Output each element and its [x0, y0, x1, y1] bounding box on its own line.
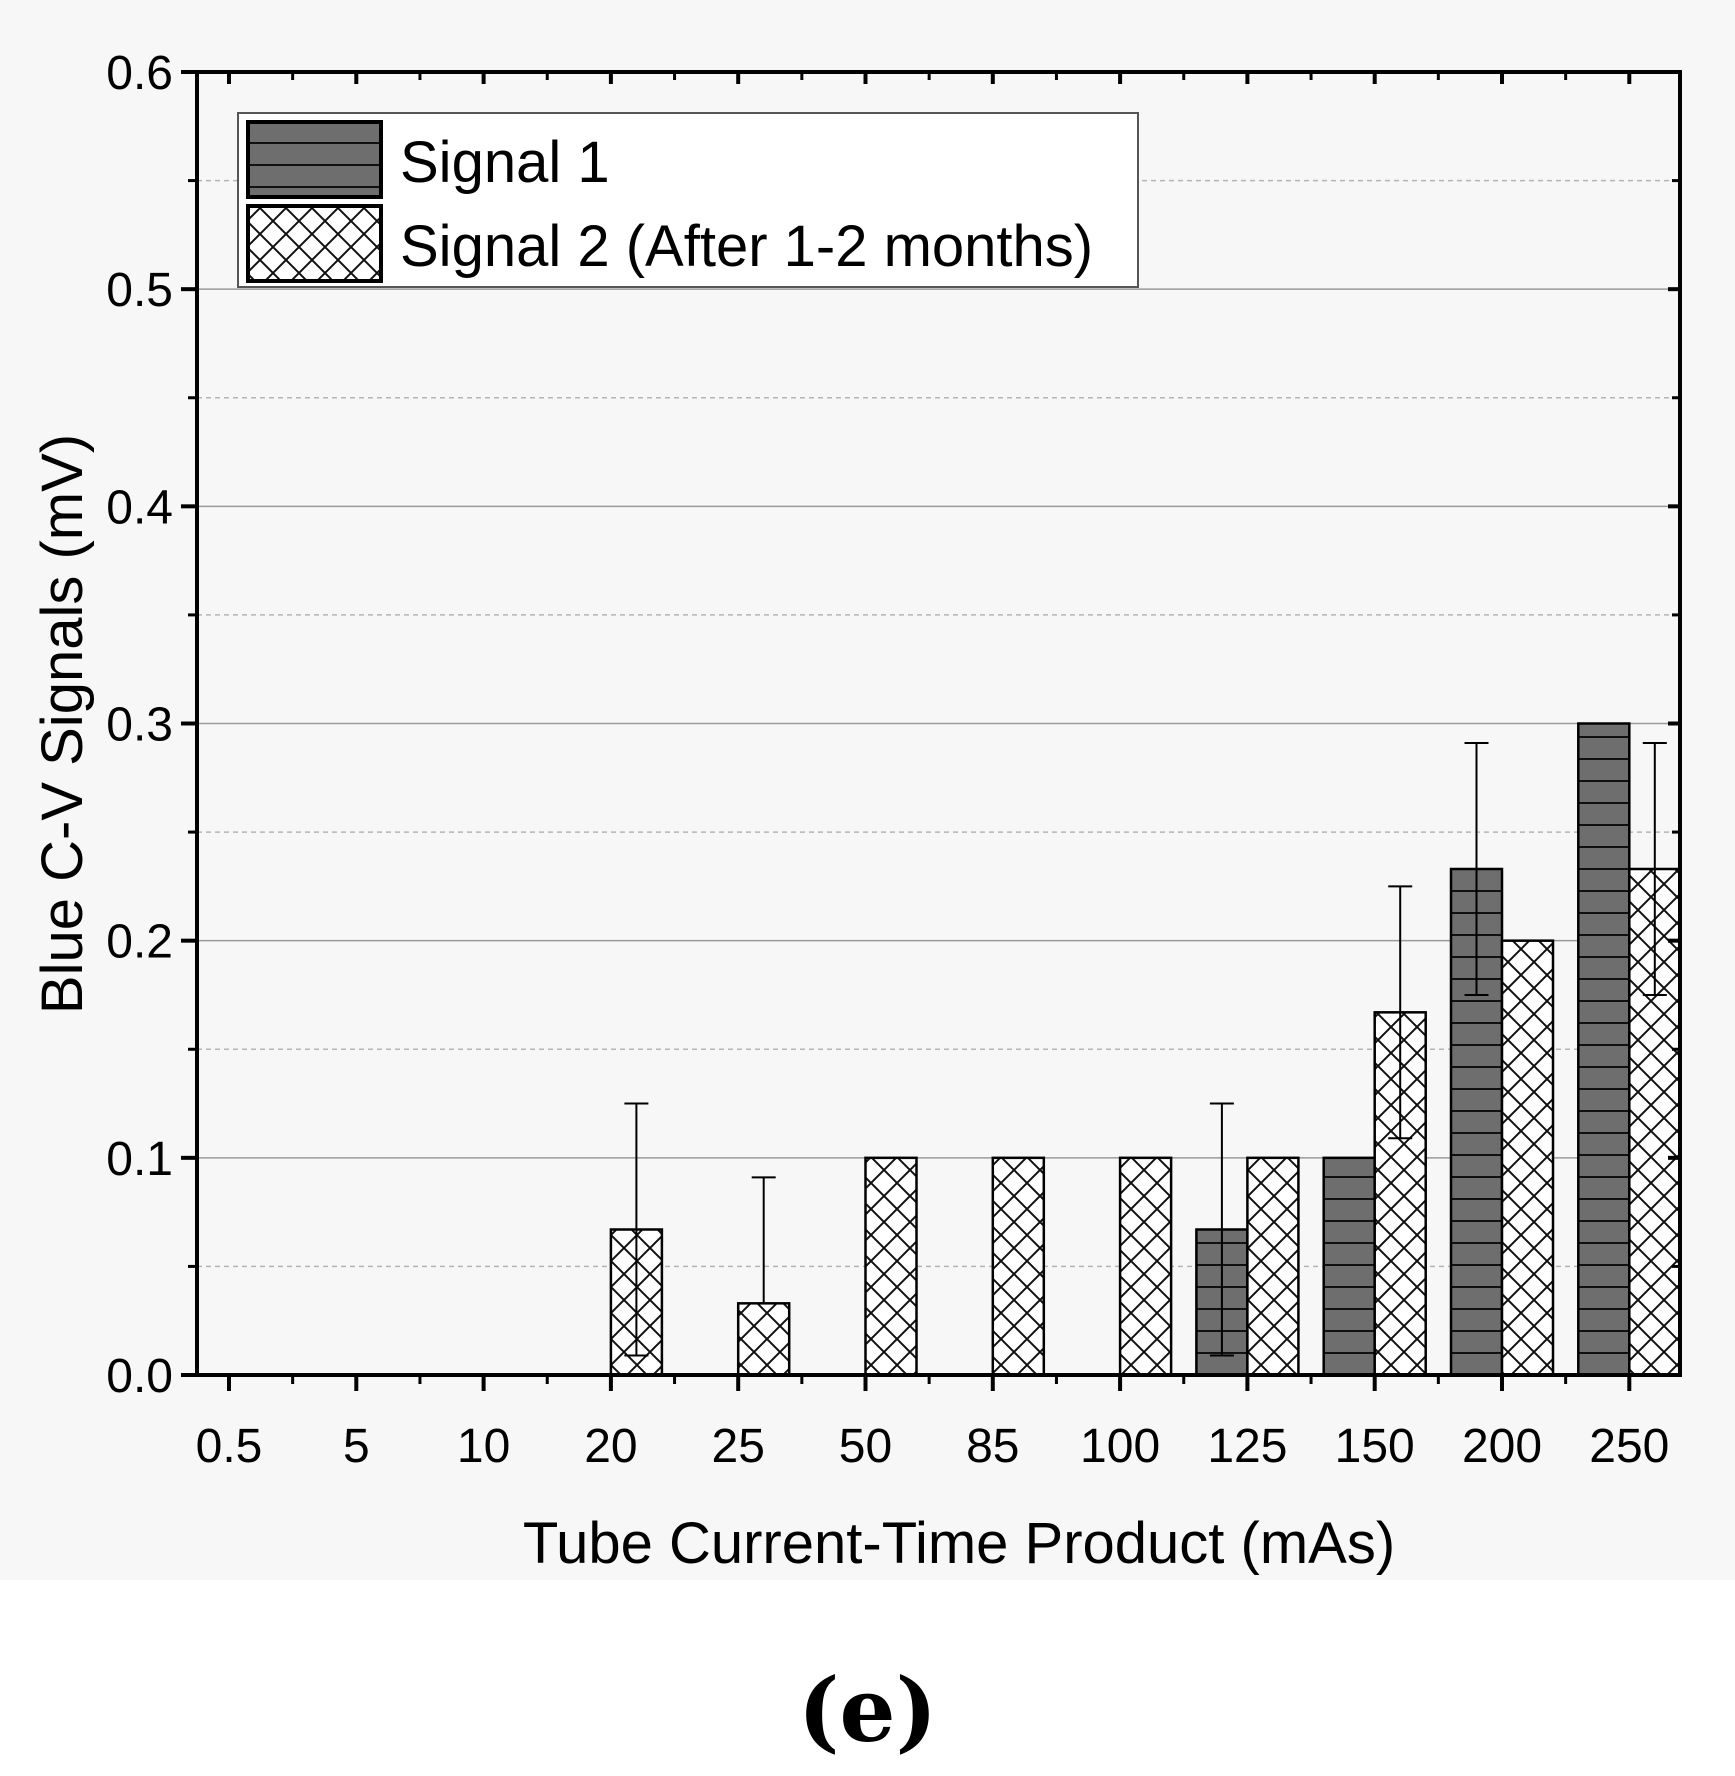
x-tick-labels: 0.5 5 10 20 25 50 85 100 125 150 200 250 — [196, 1420, 1670, 1473]
y-tick-label: 0.2 — [106, 916, 173, 969]
axes — [181, 70, 1682, 1391]
legend-swatch-signal-2 — [246, 204, 383, 283]
x-tick-label: 85 — [966, 1420, 1019, 1473]
y-tick-label: 0.1 — [106, 1133, 173, 1186]
legend-swatch-signal-1 — [246, 120, 383, 199]
x-tick-label: 25 — [712, 1420, 765, 1473]
bar-s2-100 — [1118, 1156, 1173, 1377]
panel-label: (e) — [797, 1658, 938, 1762]
legend-label-signal-2: Signal 2 (After 1-2 months) — [400, 214, 1093, 279]
legend-box — [237, 112, 1139, 288]
x-tick-label: 5 — [343, 1420, 370, 1473]
legend: Signal 1 Signal 2 (After 1-2 months) — [237, 112, 1139, 288]
legend-label-signal-1: Signal 1 — [400, 130, 610, 195]
x-tick-label: 150 — [1335, 1420, 1415, 1473]
error-bars — [624, 742, 1667, 1357]
bar-s2-25 — [736, 1302, 791, 1377]
bar-s2-125 — [1246, 1156, 1300, 1377]
bar-s1-250 — [1577, 722, 1631, 1377]
y-tick-label: 0.0 — [106, 1350, 173, 1403]
x-tick-label: 20 — [584, 1420, 637, 1473]
bar-s1-150 — [1322, 1156, 1376, 1377]
bar-chart: 0.0 0.1 0.2 0.3 0.4 0.5 0.6 0.5 5 10 20 25 50 85 100 1… — [30, 47, 1682, 1576]
x-tick-label: 0.5 — [196, 1420, 263, 1473]
y-tick-label: 0.3 — [106, 699, 173, 752]
x-tick-label: 125 — [1207, 1420, 1287, 1473]
x-tick-label: 10 — [457, 1420, 510, 1473]
bar-s2-85 — [991, 1156, 1046, 1377]
bar-s2-200 — [1500, 939, 1555, 1377]
x-axis-title: Tube Current-Time Product (mAs) — [523, 1511, 1395, 1576]
x-tick-label: 50 — [839, 1420, 892, 1473]
y-tick-label: 0.4 — [106, 481, 173, 534]
x-tick-label: 100 — [1080, 1420, 1160, 1473]
y-tick-labels: 0.0 0.1 0.2 0.3 0.4 0.5 0.6 — [106, 47, 173, 1403]
x-tick-label: 200 — [1462, 1420, 1542, 1473]
bar-s2-50 — [864, 1156, 918, 1377]
y-tick-label: 0.5 — [106, 264, 173, 317]
chart-area: 0.0 0.1 0.2 0.3 0.4 0.5 0.6 0.5 5 10 20 25 50 85 100 1… — [30, 47, 1682, 1576]
y-axis-title: Blue C-V Signals (mV) — [30, 434, 95, 1014]
y-tick-label: 0.6 — [106, 47, 173, 100]
x-tick-label: 250 — [1589, 1420, 1669, 1473]
